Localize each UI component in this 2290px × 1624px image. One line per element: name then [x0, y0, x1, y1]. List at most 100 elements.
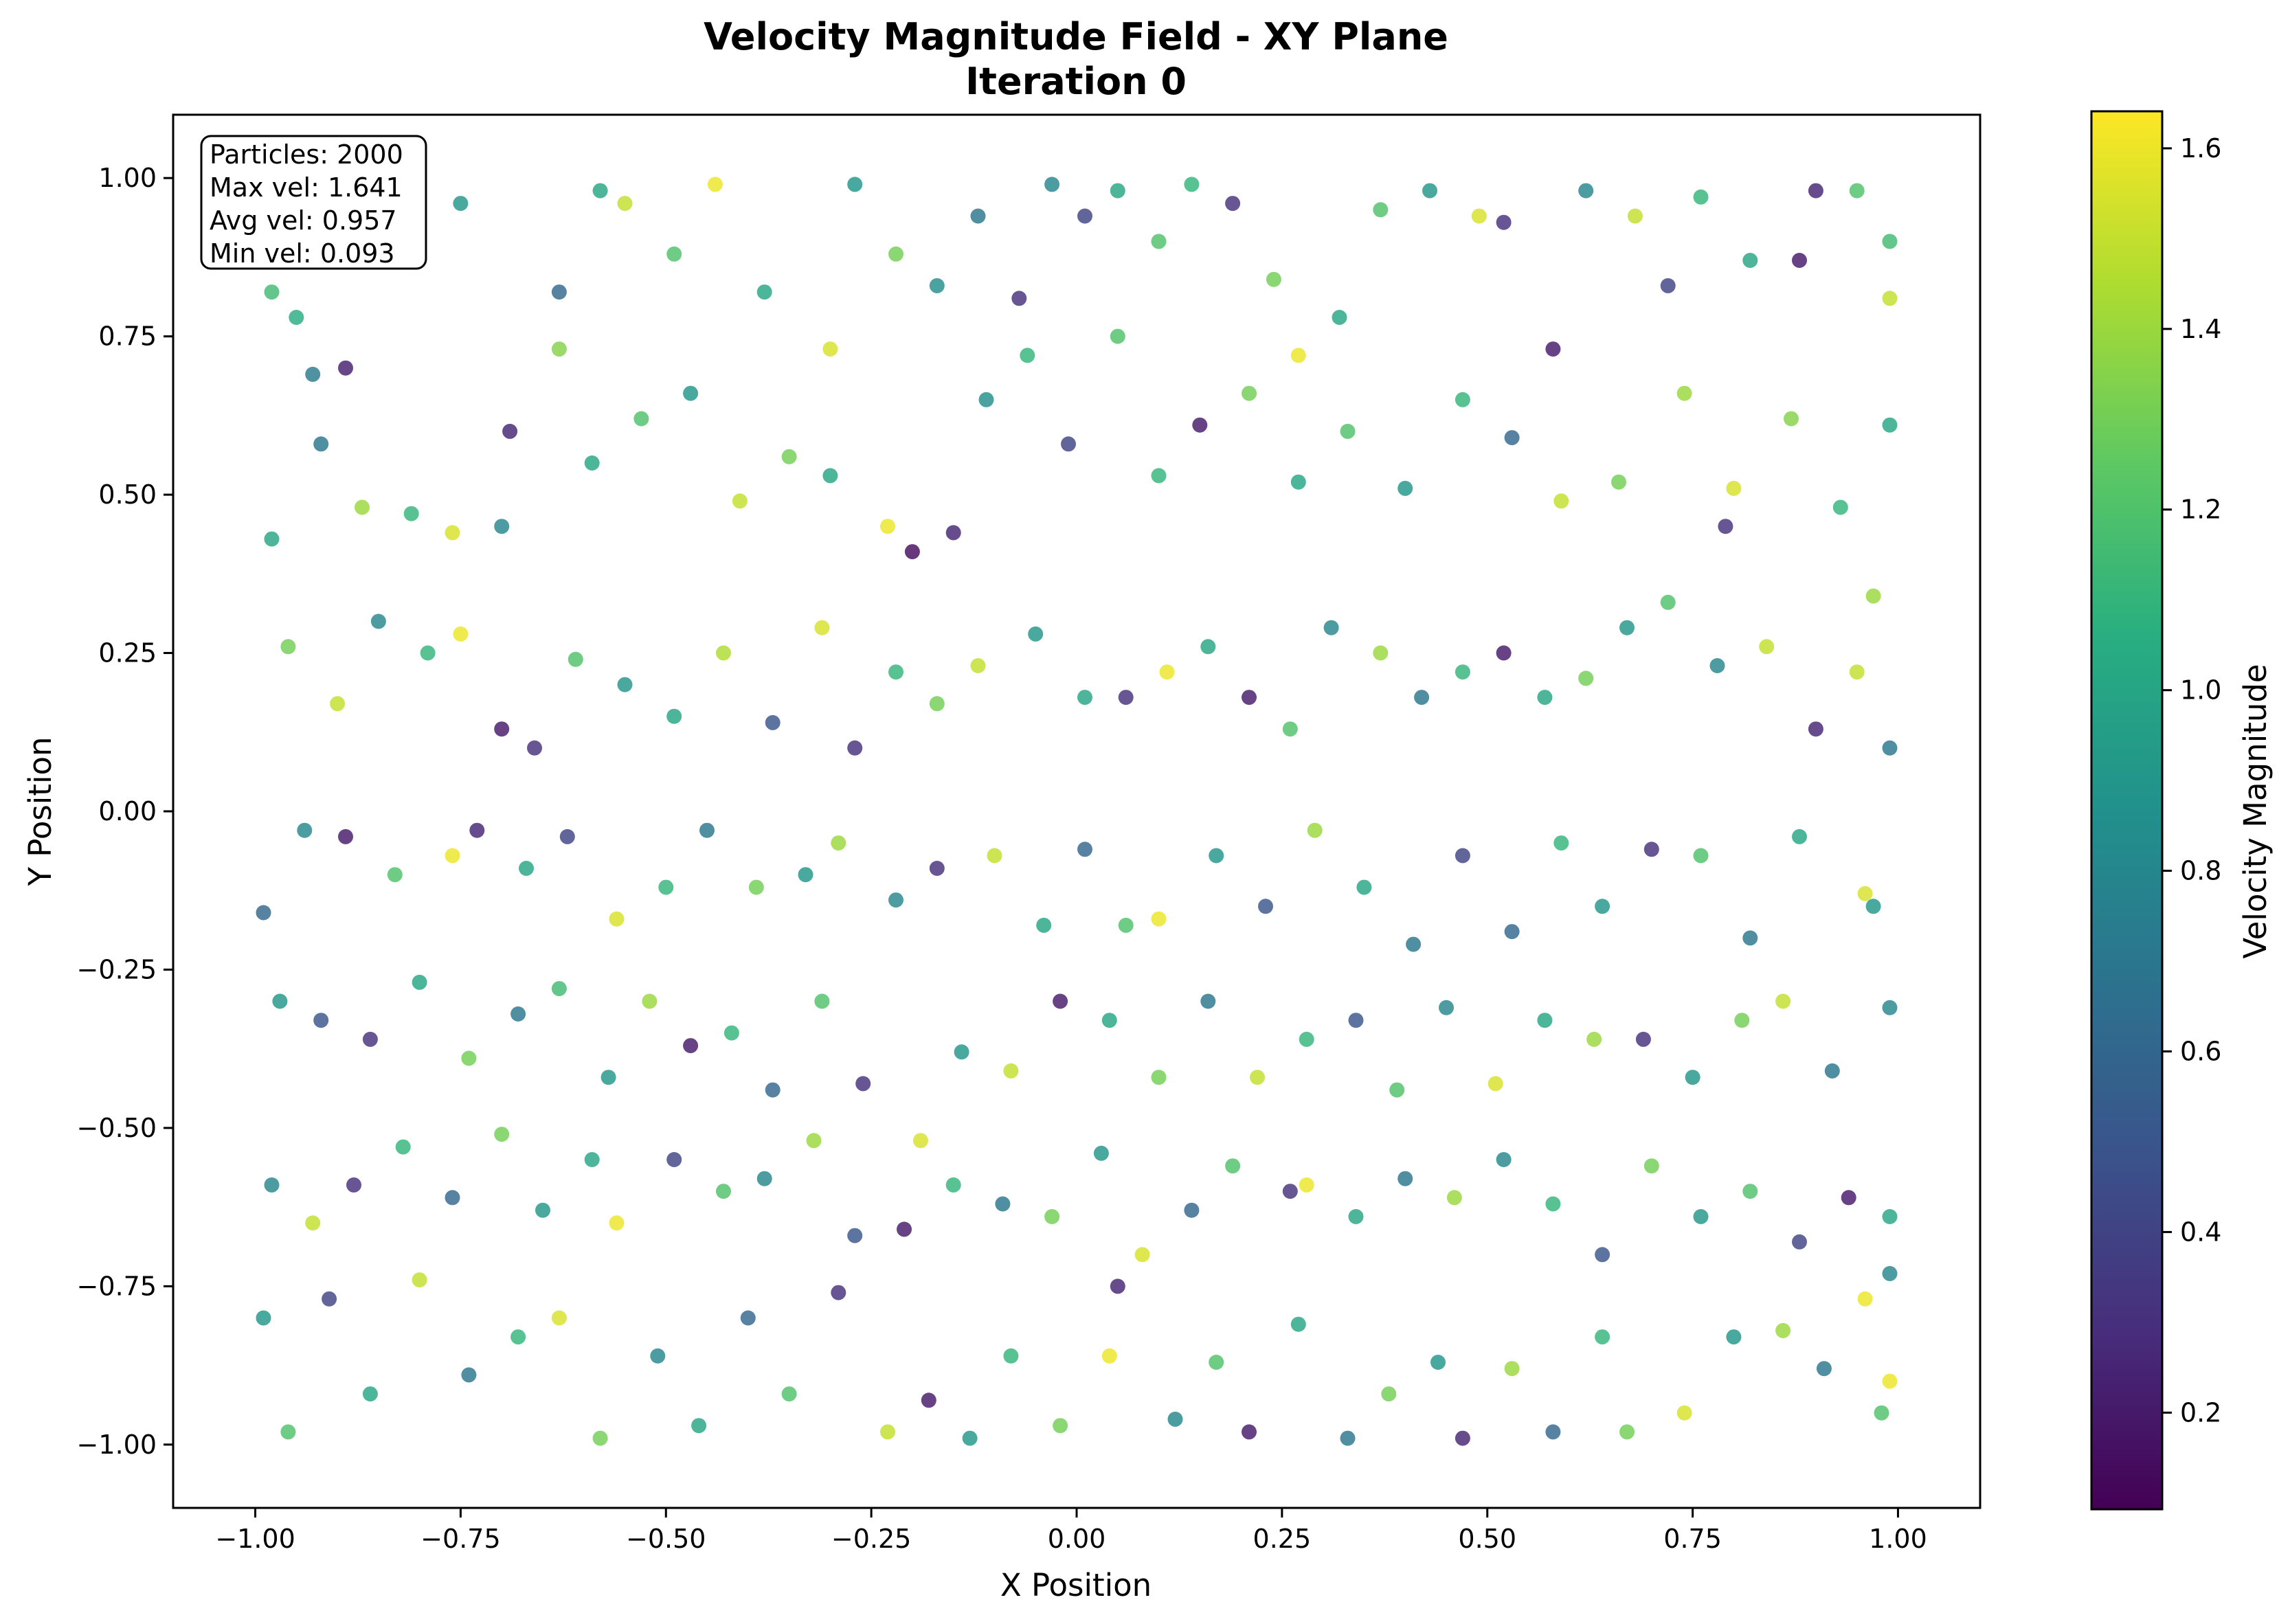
scatter-point — [1159, 664, 1175, 680]
scatter-point — [970, 658, 986, 673]
scatter-point — [806, 1133, 822, 1149]
scatter-point — [1184, 177, 1200, 192]
scatter-point — [1824, 1063, 1840, 1079]
scatter-point — [264, 531, 280, 547]
scatter-point — [1439, 1000, 1454, 1015]
scatter-point — [880, 519, 895, 534]
scatter-point — [748, 879, 764, 895]
scatter-point — [1742, 930, 1758, 946]
scatter-point — [1397, 480, 1413, 496]
scatter-point — [609, 1215, 625, 1231]
scatter-point — [781, 449, 797, 464]
scatter-point — [1209, 1355, 1224, 1370]
scatter-point — [1693, 189, 1709, 205]
scatter-point — [1537, 690, 1553, 706]
scatter-point — [256, 1310, 271, 1326]
scatter-point — [756, 284, 772, 300]
scatter-point — [305, 366, 321, 382]
colorbar-tick-label: 1.4 — [2180, 314, 2221, 344]
colorbar-tick-label: 1.0 — [2180, 675, 2221, 706]
scatter-point — [1660, 594, 1676, 610]
scatter-point — [1857, 1291, 1873, 1307]
scatter-point — [1110, 1278, 1125, 1294]
scatter-point — [1020, 348, 1035, 363]
scatter-point — [1406, 936, 1422, 952]
stats-particles: Particles: 2000 — [210, 139, 403, 170]
scatter-point — [1340, 423, 1356, 439]
scatter-point — [453, 626, 469, 642]
scatter-point — [1101, 1013, 1117, 1028]
stats-box: Particles: 2000 Max vel: 1.641 Avg vel: … — [200, 135, 427, 270]
scatter-point — [1455, 1430, 1470, 1446]
scatter-point — [592, 183, 608, 199]
scatter-point — [921, 1392, 936, 1408]
y-axis-label: Y Position — [22, 736, 58, 886]
scatter-point — [978, 392, 994, 407]
colorbar-tick-label: 0.4 — [2180, 1217, 2221, 1247]
scatter-point — [1389, 1082, 1405, 1098]
scatter-point — [305, 1215, 321, 1231]
scatter-point — [1250, 1070, 1265, 1085]
scatter-point — [1595, 899, 1610, 914]
scatter-point — [1348, 1013, 1364, 1028]
scatter-point — [1882, 417, 1898, 433]
scatter-point — [995, 1196, 1011, 1212]
scatter-point — [1093, 1145, 1109, 1161]
scatter-point — [1356, 879, 1372, 895]
scatter-point — [1446, 1190, 1462, 1206]
scatter-point — [1348, 1209, 1364, 1224]
stats-max-vel: Max vel: 1.641 — [210, 172, 403, 203]
scatter-point — [1619, 620, 1635, 635]
scatter-point — [519, 861, 534, 876]
scatter-point — [962, 1430, 978, 1446]
scatter-point — [289, 310, 304, 325]
scatter-point — [1053, 1418, 1068, 1434]
scatter-point — [666, 246, 682, 262]
scatter-point — [592, 1430, 608, 1446]
scatter-point — [1290, 1316, 1306, 1332]
scatter-point — [256, 905, 271, 921]
scatter-point — [1151, 911, 1167, 927]
scatter-point — [445, 1190, 460, 1206]
x-tick-label: −1.00 — [215, 1524, 295, 1554]
y-tick-label: −0.25 — [77, 954, 157, 984]
scatter-point — [708, 177, 723, 192]
scatter-point — [765, 714, 781, 730]
scatter-point — [527, 740, 542, 756]
scatter-point — [551, 284, 567, 300]
scatter-point — [355, 499, 370, 515]
scatter-point — [781, 1386, 797, 1402]
scatter-point — [847, 740, 863, 756]
scatter-point — [420, 645, 436, 661]
scatter-point — [1381, 1386, 1397, 1402]
scatter-point — [403, 506, 419, 521]
scatter-point — [453, 196, 469, 212]
scatter-point — [1882, 291, 1898, 306]
scatter-point — [1028, 626, 1044, 642]
colorbar-tick-label: 1.6 — [2180, 133, 2221, 163]
scatter-point — [1759, 639, 1775, 655]
scatter-point — [1545, 1424, 1561, 1440]
scatter-point — [716, 645, 731, 661]
scatter-point — [1775, 1322, 1791, 1338]
scatter-point — [264, 284, 280, 300]
scatter-point — [683, 385, 699, 401]
scatter-point — [1882, 740, 1898, 756]
scatter-point — [1258, 899, 1273, 914]
scatter-point — [1299, 1177, 1314, 1193]
scatter-point — [1857, 886, 1873, 901]
colorbar-tick-label: 0.6 — [2180, 1036, 2221, 1066]
scatter-point — [1882, 1265, 1898, 1281]
scatter-point — [469, 822, 485, 838]
y-tick-label: 0.75 — [98, 322, 157, 352]
scatter-point — [370, 613, 386, 629]
scatter-point — [362, 1386, 378, 1402]
y-tick-label: 0.00 — [98, 796, 157, 826]
scatter-point — [445, 848, 460, 864]
scatter-point — [1003, 1348, 1019, 1364]
scatter-point — [1734, 1013, 1750, 1028]
scatter-point — [1332, 310, 1347, 325]
scatter-point — [510, 1006, 526, 1022]
scatter-point — [798, 867, 813, 883]
